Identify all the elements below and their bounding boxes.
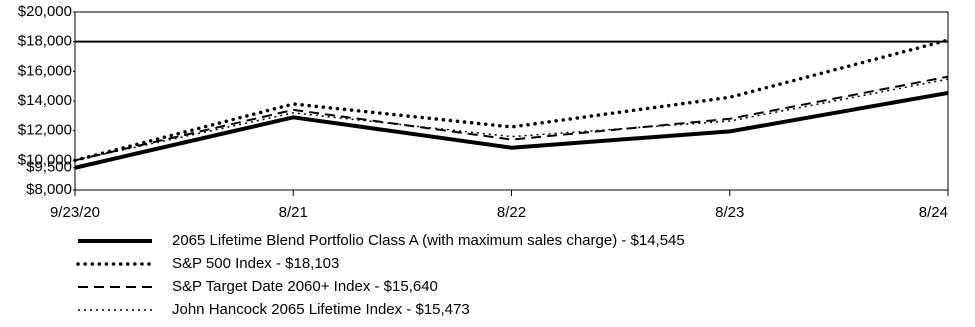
legend-label: S&P Target Date 2060+ Index - $15,640 <box>172 278 438 295</box>
y-tick-label: $14,000 <box>18 92 72 109</box>
y-tick-label: $18,000 <box>18 33 72 50</box>
x-tick-label: 8/21 <box>279 204 308 221</box>
y-tick-label: $8,000 <box>26 181 72 198</box>
x-tick-label: 8/22 <box>497 204 526 221</box>
x-tick-label: 8/24 <box>919 204 948 221</box>
series-line <box>73 38 950 163</box>
legend-label: S&P 500 Index - $18,103 <box>172 255 339 272</box>
legend-label: John Hancock 2065 Lifetime Index - $15,4… <box>172 301 470 318</box>
x-tick-label: 9/23/20 <box>50 204 100 221</box>
y-tick-label: $16,000 <box>18 62 72 79</box>
y-tick-label: $10,000 <box>18 151 72 168</box>
y-tick-label: $20,000 <box>18 3 72 20</box>
y-tick-label: $12,000 <box>18 122 72 139</box>
series-line <box>74 90 949 170</box>
series-line <box>74 75 949 162</box>
y-tick-label: $9,500 <box>26 159 72 176</box>
legend-label: 2065 Lifetime Blend Portfolio Class A (w… <box>172 232 685 249</box>
x-tick-label: 8/23 <box>715 204 744 221</box>
